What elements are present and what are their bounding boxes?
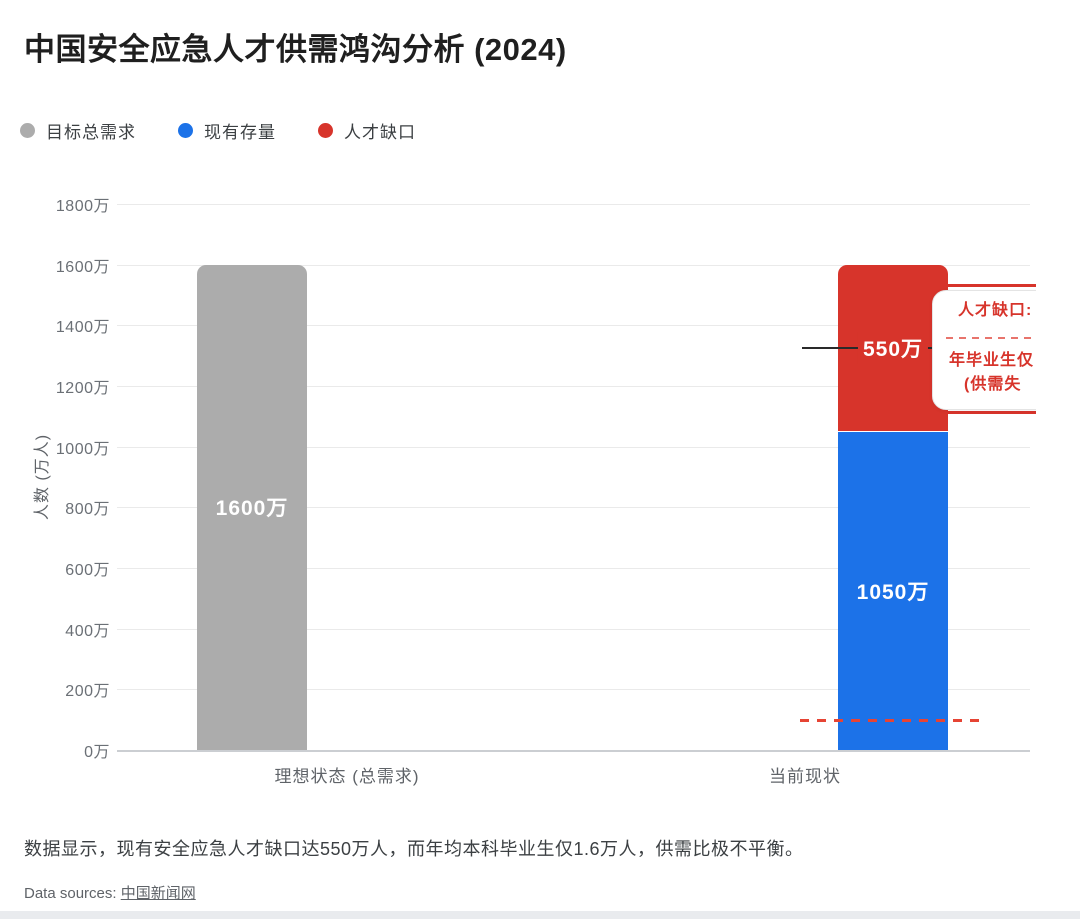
- reference-dashed-line: [800, 718, 982, 722]
- legend-label: 现有存量: [204, 123, 276, 142]
- y-tick-label: 1600万: [55, 258, 110, 276]
- annotation-title: 人才缺口:: [958, 302, 1033, 319]
- chart-legend: 目标总需求 现有存量 人才缺口: [20, 118, 416, 143]
- legend-item-0[interactable]: 目标总需求: [20, 118, 136, 143]
- gridline-1600: [117, 264, 1030, 266]
- y-tick-label: 800万: [65, 501, 110, 519]
- annotation-red-border-bottom: [948, 411, 1036, 414]
- bar-segment-现有存量[interactable]: [838, 431, 948, 750]
- gridline-200: [117, 689, 1030, 691]
- legend-dot-icon: [178, 123, 193, 138]
- gridline-600: [117, 568, 1030, 569]
- annotation-text-line3: (供需失: [964, 376, 1022, 393]
- data-source-prefix: Data sources:: [24, 885, 121, 902]
- annotation-text-line2: 年毕业生仅: [949, 352, 1035, 369]
- y-tick-label: 400万: [65, 622, 110, 640]
- bar-value-label: 550万: [857, 332, 929, 365]
- footnote-text: 数据显示，现有安全应急人才缺口达550万人，而年均本科毕业生仅1.6万人，供需比…: [24, 839, 804, 859]
- bar-value-label: 1600万: [215, 497, 289, 521]
- legend-dot-icon: [318, 123, 333, 138]
- y-tick-label: 1200万: [55, 380, 110, 397]
- y-tick-label: 1800万: [55, 198, 110, 215]
- legend-label: 人才缺口: [344, 123, 416, 142]
- legend-dot-icon: [20, 123, 35, 138]
- chart-title: 中国安全应急人才供需鸿沟分析 (2024): [24, 32, 567, 67]
- legend-item-1[interactable]: 现有存量: [178, 118, 276, 143]
- gridline-0: [117, 750, 1030, 752]
- y-tick-label: 0万: [84, 744, 110, 761]
- y-tick-label: 200万: [65, 683, 110, 701]
- bar-value-label: 1050万: [856, 580, 930, 604]
- y-tick-label: 600万: [65, 562, 110, 579]
- annotation-dashed-separator: [946, 337, 1036, 339]
- annotation-red-border-top: [948, 284, 1036, 287]
- x-axis-label-ideal: 理想状态 (总需求): [274, 767, 420, 786]
- gridline-1000: [117, 446, 1030, 448]
- bottom-page-strip: [0, 911, 1080, 919]
- y-tick-label: 1400万: [55, 319, 110, 337]
- gridline-1400: [117, 325, 1030, 327]
- x-axis-label-current: 当前现状: [769, 767, 841, 786]
- gridline-800: [117, 507, 1030, 509]
- bar-segment-目标总需求[interactable]: [197, 264, 307, 750]
- gridline-1800: [117, 204, 1030, 205]
- data-source-link[interactable]: 中国新闻网: [120, 885, 196, 902]
- data-source-row: Data sources: 中国新闻网: [24, 882, 196, 903]
- legend-label: 目标总需求: [46, 123, 136, 142]
- y-tick-label: 1000万: [55, 440, 110, 458]
- gridline-400: [117, 628, 1030, 630]
- legend-item-2[interactable]: 人才缺口: [318, 118, 416, 143]
- gridline-1200: [117, 386, 1030, 387]
